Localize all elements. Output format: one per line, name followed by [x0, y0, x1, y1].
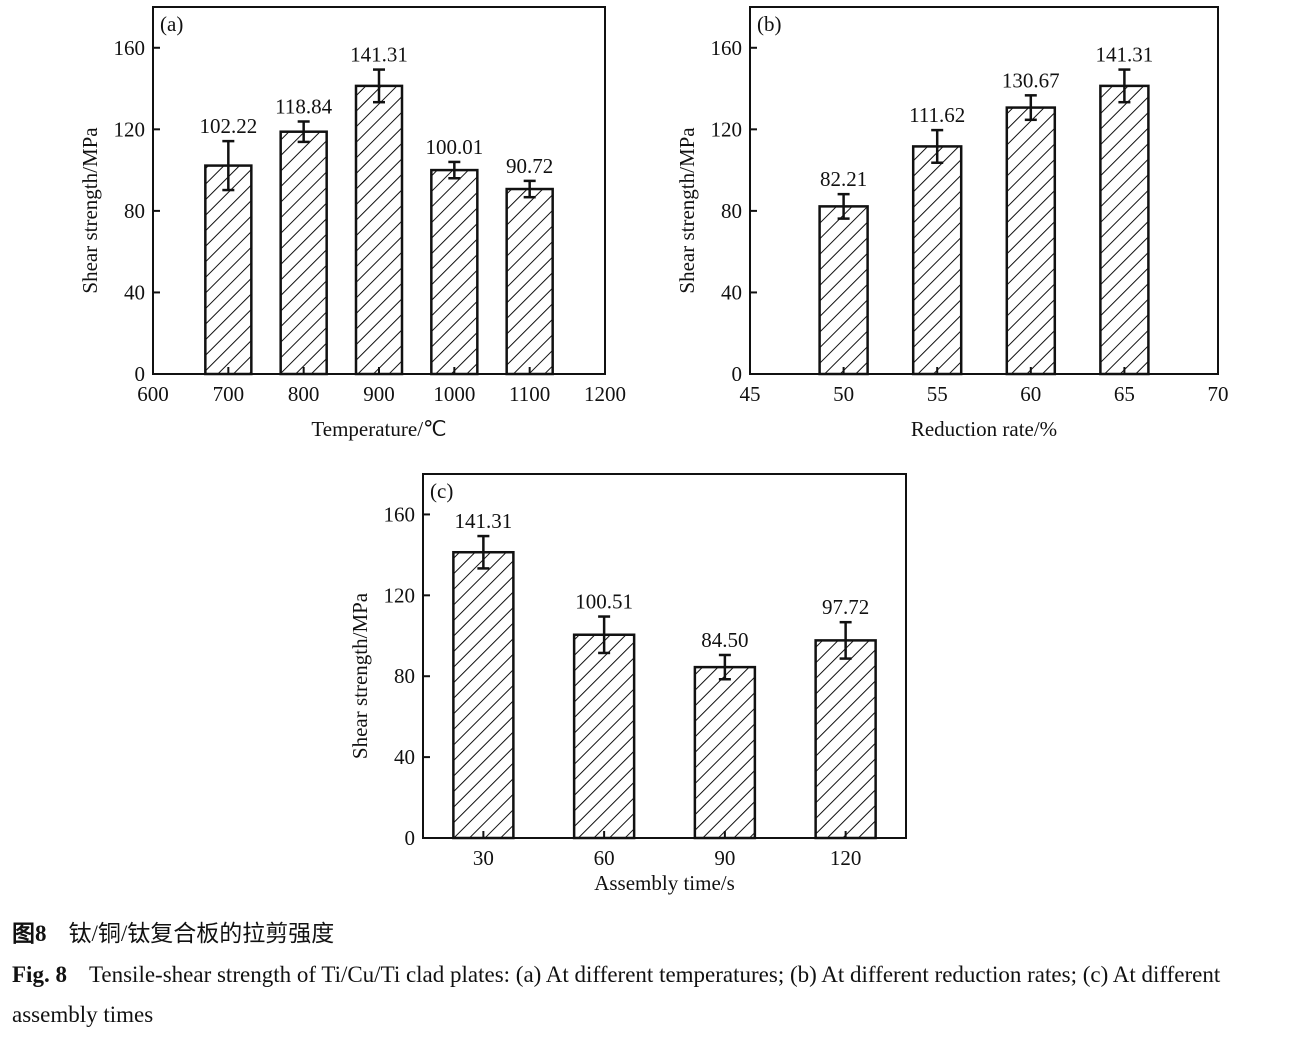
x-tick-label: 600: [137, 382, 169, 406]
caption-en-label: Fig. 8: [12, 962, 67, 987]
y-tick-label: 0: [135, 362, 146, 386]
x-tick-label: 900: [363, 382, 395, 406]
data-label: 141.31: [350, 43, 408, 67]
y-tick-label: 0: [405, 826, 416, 850]
figure: 102.22 118.84 141.31 100.01 90.72 0 40 80 120 160…: [78, 6, 1229, 895]
y-tick-label: 160: [114, 36, 146, 60]
y-tick-label: 40: [394, 745, 415, 769]
y-tick-label: 40: [124, 280, 145, 304]
data-label: 118.84: [275, 95, 332, 119]
caption-en-text: Tensile-shear strength of Ti/Cu/Ti clad …: [12, 962, 1221, 1027]
data-label: 90.72: [506, 154, 553, 178]
bar: [505, 187, 554, 376]
bar: [911, 145, 963, 376]
x-tick-label: 1200: [584, 382, 626, 406]
chart-panel-a: 102.22 118.84 141.31 100.01 90.72 0 40 80 120 160…: [78, 6, 626, 441]
x-tick-label: 30: [473, 846, 494, 870]
x-axis-label: Temperature/℃: [311, 417, 446, 441]
y-tick-label: 160: [711, 36, 743, 60]
bar: [1099, 84, 1150, 376]
x-tick-label: 90: [714, 846, 735, 870]
y-tick-label: 120: [711, 117, 743, 141]
x-tick-label: 1000: [433, 382, 475, 406]
y-tick-label: 80: [124, 199, 145, 223]
data-label: 130.67: [1002, 68, 1060, 92]
chart-panel-b: 82.21 111.62 130.67 141.31 0 40 80 120 160 45 50 55…: [675, 6, 1229, 441]
caption-cn-text: 钛/铜/钛复合板的拉剪强度: [68, 921, 335, 946]
x-tick-label: 700: [213, 382, 245, 406]
data-label: 82.21: [820, 167, 867, 191]
bar: [279, 130, 328, 376]
y-tick-label: 120: [384, 583, 416, 607]
bar: [572, 633, 636, 840]
bar: [452, 550, 515, 840]
y-tick-label: 40: [721, 280, 742, 304]
caption-en: Fig. 8 Tensile-shear strength of Ti/Cu/Ti…: [12, 955, 1302, 1035]
x-tick-label: 60: [594, 846, 615, 870]
x-tick-label: 45: [740, 382, 761, 406]
x-tick-label: 55: [927, 382, 948, 406]
data-label: 97.72: [822, 595, 869, 619]
chart-panel-c: 141.31 100.51 84.50 97.72 0 40 80 120 160 30 60 90 1…: [348, 473, 907, 895]
bar: [693, 665, 757, 840]
bar: [430, 168, 479, 376]
bar: [818, 205, 869, 376]
bar: [1005, 106, 1057, 376]
y-axis-label: Shear strength/MPa: [348, 592, 372, 759]
x-axis-label: Assembly time/s: [594, 871, 735, 895]
data-label: 141.31: [455, 509, 513, 533]
data-label: 100.51: [575, 590, 633, 614]
data-label: 141.31: [1096, 43, 1154, 67]
bar: [354, 84, 404, 376]
panel-label: (a): [160, 12, 183, 36]
y-axis-label: Shear strength/MPa: [675, 127, 699, 294]
x-tick-label: 120: [830, 846, 862, 870]
caption-cn: 图8 钛/铜/钛复合板的拉剪强度: [12, 914, 1302, 954]
bar: [814, 639, 877, 840]
x-tick-label: 1100: [509, 382, 550, 406]
y-tick-label: 0: [732, 362, 743, 386]
x-tick-label: 65: [1114, 382, 1135, 406]
plot-frame: [749, 6, 1219, 375]
data-label: 102.22: [199, 114, 257, 138]
y-axis-label: Shear strength/MPa: [78, 127, 102, 294]
x-axis-label: Reduction rate/%: [911, 417, 1057, 441]
bar: [204, 164, 253, 376]
y-tick-label: 120: [114, 117, 146, 141]
data-label: 100.01: [425, 135, 483, 159]
data-label: 111.62: [909, 103, 965, 127]
x-tick-label: 50: [833, 382, 854, 406]
panel-label: (c): [430, 479, 453, 503]
x-tick-label: 60: [1020, 382, 1041, 406]
y-tick-label: 80: [394, 664, 415, 688]
y-tick-label: 80: [721, 199, 742, 223]
panel-label: (b): [757, 12, 782, 36]
data-label: 84.50: [701, 628, 748, 652]
x-tick-label: 70: [1208, 382, 1229, 406]
x-tick-label: 800: [288, 382, 320, 406]
y-tick-label: 160: [384, 502, 416, 526]
plot-frame: [422, 473, 907, 839]
caption-cn-label: 图8: [12, 921, 47, 946]
